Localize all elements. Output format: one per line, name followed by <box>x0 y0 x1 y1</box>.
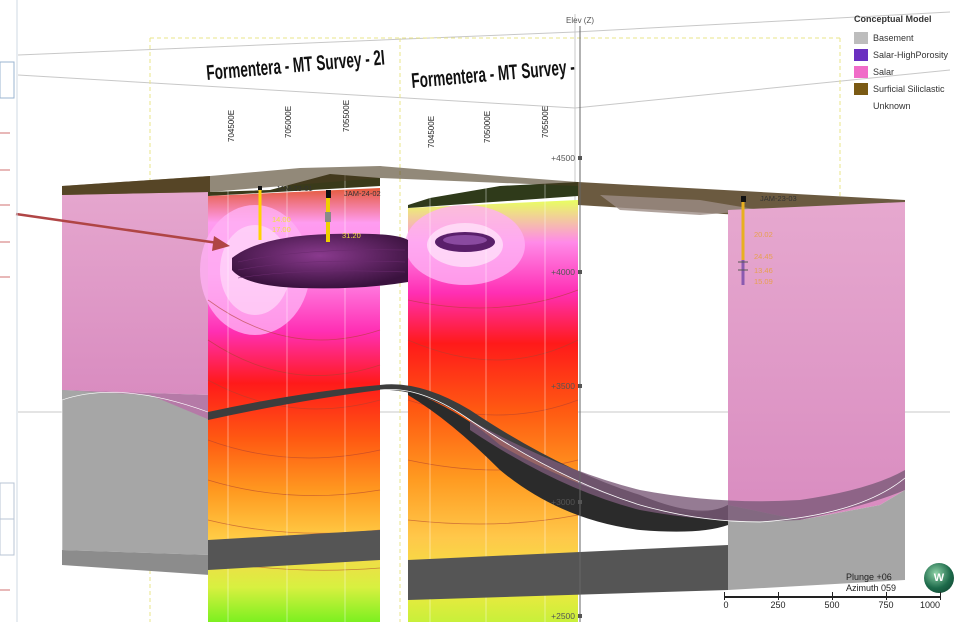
section-1-easting-704500: 704500E <box>227 110 236 142</box>
elevation-tick-3000: +3000 <box>551 497 575 507</box>
elevation-axis <box>578 26 582 622</box>
scale-tick <box>778 592 779 600</box>
basement-surface <box>61 384 906 600</box>
legend-swatch-unknown <box>854 100 868 112</box>
legend-label: Salar <box>873 66 895 77</box>
compass-label: W <box>933 572 945 584</box>
salar-high-porosity-bodies <box>232 232 495 289</box>
section-2-title: Formentera - MT Survey - <box>410 55 575 93</box>
left-panel-edge <box>0 0 18 622</box>
scale-tick <box>724 592 725 600</box>
legend-item-basement: Basement <box>854 29 954 46</box>
legend-title: Conceptual Model <box>854 14 932 24</box>
legend-item-surficial-siliclastic: Surficial Siliclastic <box>854 80 954 97</box>
elevation-tick-4000: +4000 <box>551 267 575 277</box>
plunge-readout: Plunge +06 <box>846 572 892 582</box>
scale-tick <box>886 592 887 600</box>
elevation-tick-4500: +4500 <box>551 153 575 163</box>
depth-label: 20.02 <box>754 230 773 239</box>
orientation-readout: Plunge +06 Azimuth 059 <box>846 572 896 594</box>
legend: Conceptual Model Basement Salar-HighPoro… <box>854 14 954 114</box>
drillhole-jam-23-01 <box>258 186 262 240</box>
section-2-easting-705500: 705500E <box>541 106 550 138</box>
scale-bar: 0 250 500 750 1000 <box>722 590 944 620</box>
drillhole-label-jam-23-01: JAM-23-01 <box>276 184 313 193</box>
legend-swatch-salar-high-porosity <box>854 48 868 61</box>
legend-label: Basement <box>873 32 914 43</box>
legend-item-salar: Salar <box>854 63 954 80</box>
legend-item-unknown: Unknown <box>854 97 954 114</box>
depth-label: 14.00 <box>272 215 291 224</box>
legend-swatch-basement <box>854 31 868 44</box>
scale-label: 750 <box>878 600 894 610</box>
legend-label: Salar-HighPorosity <box>873 49 949 60</box>
section-1-easting-705000: 705000E <box>284 106 293 138</box>
scale-label: 250 <box>770 600 786 610</box>
section-2-easting-704500: 704500E <box>427 116 436 148</box>
drillhole-jam-23-03 <box>738 196 748 285</box>
section-2-easting-705000: 705000E <box>483 111 492 143</box>
section-1-title: Formentera - MT Survey - 2I <box>205 45 385 84</box>
section-1-easting-705500: 705500E <box>342 100 351 132</box>
elevation-tick-3500: +3500 <box>551 381 575 391</box>
annotation-arrow <box>15 212 230 251</box>
scale-label: 1000 <box>919 600 941 610</box>
legend-item-salar-high-porosity: Salar-HighPorosity <box>854 46 954 63</box>
legend-label: Unknown <box>873 100 911 111</box>
drillhole-jam-24-02 <box>325 190 331 242</box>
scale-tick <box>940 592 941 600</box>
legend-swatch-salar <box>854 65 868 78</box>
elevation-axis-label: Elev (Z) <box>566 16 594 25</box>
block-model-left <box>62 176 210 575</box>
scale-tick <box>832 592 833 600</box>
depth-label: 24.45 <box>754 252 773 261</box>
depth-label: 31.20 <box>342 231 361 240</box>
drillhole-label-jam-24-02: JAM-24-02 <box>344 189 381 198</box>
depth-label: 15.09 <box>754 277 773 286</box>
scale-label: 500 <box>824 600 840 610</box>
depth-label: 17.00 <box>272 225 291 234</box>
depth-label: 13.46 <box>754 266 773 275</box>
azimuth-readout: Azimuth 059 <box>846 583 897 593</box>
drillhole-label-jam-23-03: JAM-23-03 <box>760 194 797 203</box>
legend-swatch-surficial-siliclastic <box>854 82 868 95</box>
compass-globe-icon[interactable]: W <box>924 563 954 593</box>
elevation-tick-2500: +2500 <box>551 611 575 621</box>
legend-label: Surficial Siliclastic <box>873 83 945 94</box>
scale-label: 0 <box>723 600 729 610</box>
